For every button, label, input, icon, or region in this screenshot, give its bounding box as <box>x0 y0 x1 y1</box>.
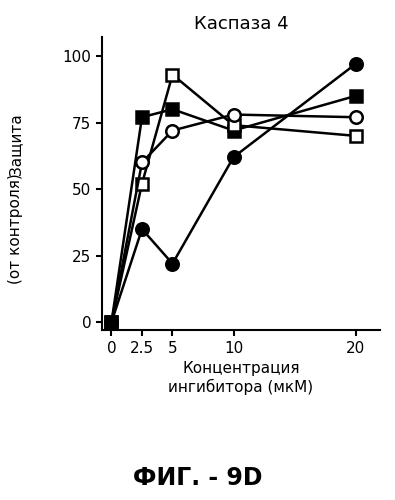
Text: ФИГ. - 9D: ФИГ. - 9D <box>133 466 262 490</box>
X-axis label: Концентрация
ингибитора (мкМ): Концентрация ингибитора (мкМ) <box>168 361 313 395</box>
Text: Защита: Защита <box>8 113 23 174</box>
Text: (от контроля): (от контроля) <box>8 174 23 284</box>
Title: Каспаза 4: Каспаза 4 <box>194 15 288 33</box>
